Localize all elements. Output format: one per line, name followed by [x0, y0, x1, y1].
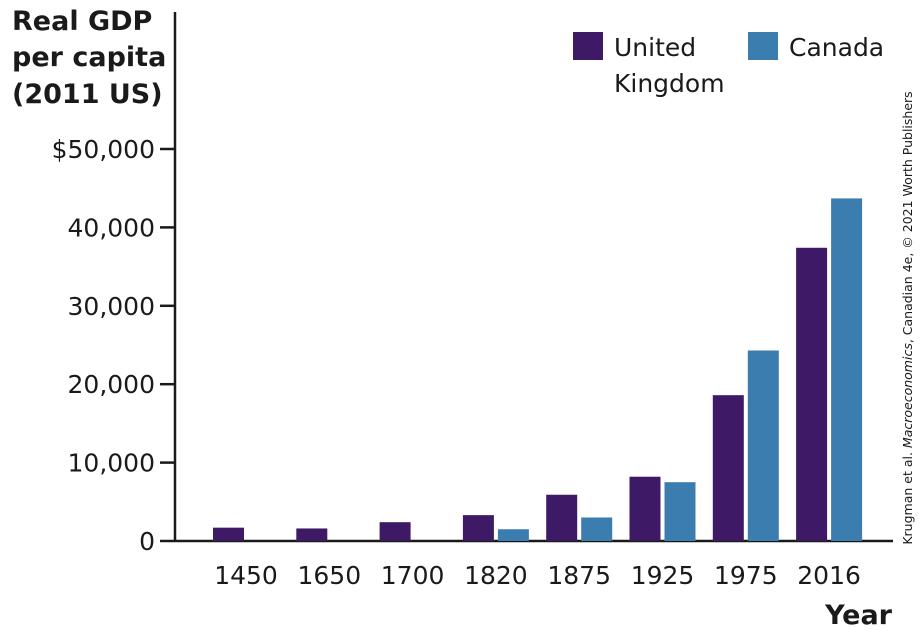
bar-united-kingdom-1700 [379, 522, 411, 541]
bar-united-kingdom-1975 [712, 395, 744, 541]
credit-prefix: Krugman et al. [900, 448, 915, 545]
bar-canada-1925 [664, 482, 696, 541]
bar-canada-2016 [831, 198, 863, 541]
x-tick-label: 1820 [464, 561, 528, 590]
bars [213, 198, 863, 541]
bar-united-kingdom-1875 [546, 494, 578, 541]
y-tick-label: 10,000 [68, 449, 155, 478]
x-tick-label: 1875 [547, 561, 611, 590]
y-tick-label: 30,000 [68, 292, 155, 321]
bar-united-kingdom-1650 [296, 528, 328, 541]
y-tick-label: $50,000 [52, 135, 155, 164]
x-tick-label: 1925 [631, 561, 695, 590]
x-axis: 1450 1650 1700 1820 1875 1925 1975 2016 [175, 539, 893, 590]
legend-label: Kingdom [614, 69, 725, 98]
y-axis-label-line: per capita [12, 42, 166, 73]
x-tick-label: 1450 [214, 561, 278, 590]
legend-label: United [614, 33, 696, 62]
bar-united-kingdom-1450 [213, 527, 244, 541]
bar-canada-1875 [581, 517, 613, 541]
legend: United Kingdom Canada [573, 32, 884, 98]
bar-united-kingdom-1925 [629, 476, 661, 541]
y-axis: 0 10,000 20,000 30,000 40,000 $50,000 [52, 12, 177, 556]
bar-canada-1820 [497, 529, 529, 541]
x-tick-label: 1975 [714, 561, 778, 590]
bar-canada-1975 [747, 350, 779, 541]
x-tick-label: 2016 [797, 561, 861, 590]
legend-swatch [748, 32, 778, 60]
legend-label: Canada [789, 33, 884, 62]
y-tick-label: 20,000 [68, 370, 155, 399]
bar-united-kingdom-1820 [462, 515, 494, 541]
x-tick-label: 1650 [297, 561, 361, 590]
x-axis-title: Year [824, 600, 893, 631]
bar-united-kingdom-2016 [796, 247, 828, 541]
credit-suffix: , Canadian 4e, © 2021 Worth Publishers [900, 91, 915, 343]
publisher-credit: Krugman et al. Macroeconomics, Canadian … [900, 91, 915, 544]
y-axis-label-line: Real GDP [12, 6, 152, 37]
y-axis-label-line: (2011 US) [12, 79, 163, 110]
y-tick-label: 0 [139, 527, 155, 556]
legend-swatch [573, 32, 603, 60]
x-tick-label: 1700 [381, 561, 445, 590]
y-tick-label: 40,000 [68, 213, 155, 242]
y-axis-label: Real GDP per capita (2011 US) [12, 6, 166, 110]
credit-title: Macroeconomics [900, 343, 915, 448]
